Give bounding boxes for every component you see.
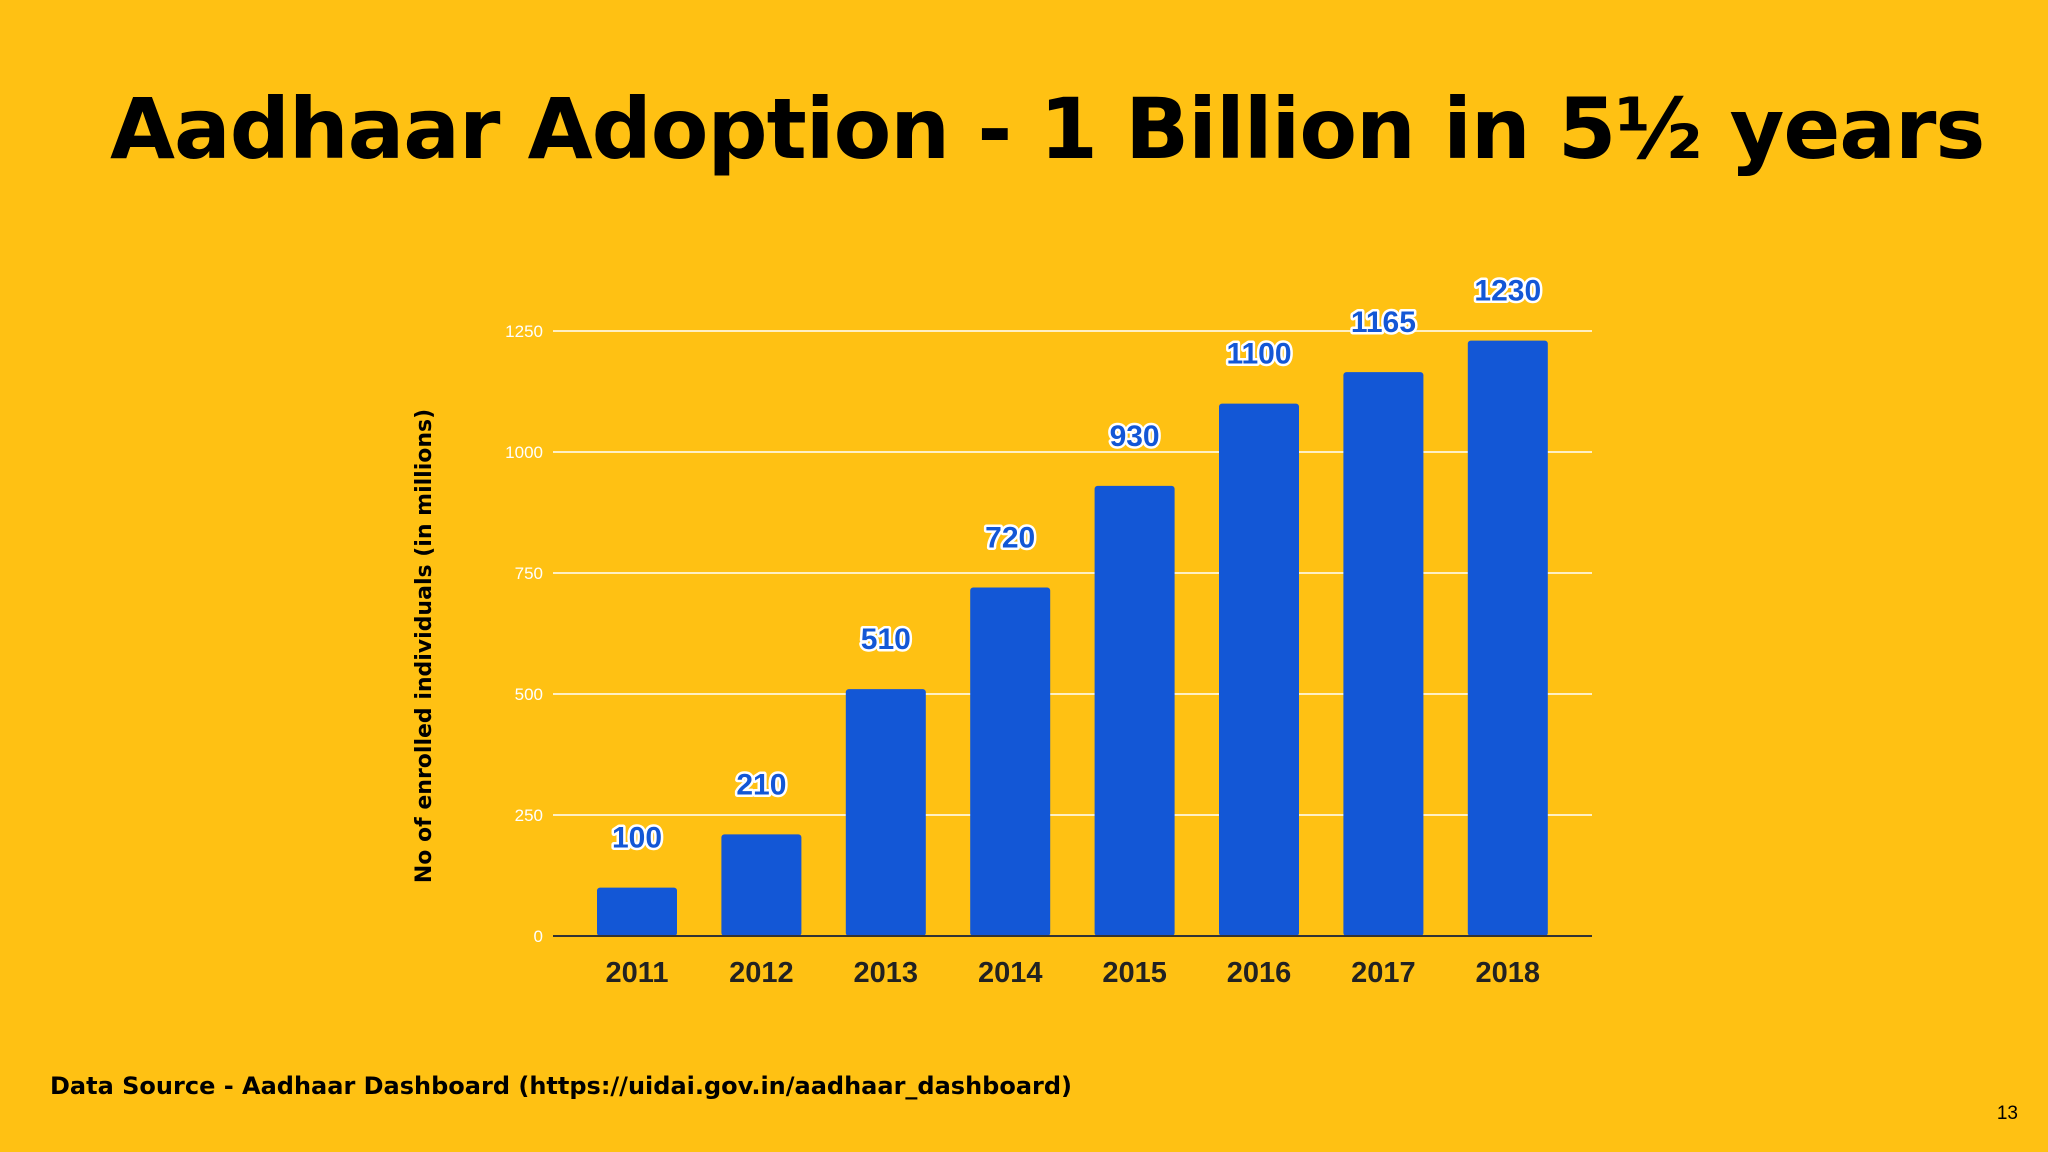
data-label-2018: 1230 — [1474, 275, 1541, 308]
bar-2013 — [845, 689, 926, 936]
bar-2014 — [970, 587, 1051, 936]
bar-2012 — [721, 834, 802, 936]
x-axis-categories: 2011 2012 2013 2014 2015 2016 2017 2018 — [606, 957, 1541, 989]
data-label-2011: 100 — [612, 822, 662, 855]
bar-2017 — [1343, 372, 1424, 936]
y-tick-label: 0 — [534, 927, 543, 946]
x-category-label-2016: 2016 — [1227, 957, 1292, 989]
x-category-label-2013: 2013 — [854, 957, 919, 989]
page-number: 13 — [1996, 1103, 2018, 1124]
data-label-2013: 510 — [861, 623, 911, 656]
data-label-2015: 930 — [1110, 420, 1160, 453]
bar-2018 — [1467, 340, 1548, 936]
y-tick-label: 750 — [515, 564, 543, 583]
bar-2011 — [597, 887, 677, 936]
bar-2016 — [1219, 403, 1299, 937]
bars — [597, 340, 1548, 937]
x-category-label-2017: 2017 — [1351, 957, 1416, 989]
x-category-label-2014: 2014 — [978, 957, 1043, 989]
data-source-note: Data Source - Aadhaar Dashboard (https:/… — [50, 1072, 1073, 1100]
y-tick-label: 500 — [515, 685, 543, 704]
gridlines — [553, 330, 1592, 816]
x-category-label-2015: 2015 — [1102, 957, 1167, 989]
x-category-label-2012: 2012 — [729, 957, 794, 989]
y-axis-ticks: 0 250 500 750 1000 1250 — [505, 322, 543, 946]
data-labels: 100 210 510 720 930 1100 1165 1230 — [609, 272, 1543, 857]
data-label-2017: 1165 — [1351, 306, 1416, 339]
x-category-label-2018: 2018 — [1476, 957, 1541, 989]
y-axis-label: No of enrolled individuals (in millions) — [412, 409, 437, 883]
y-tick-label: 1000 — [505, 443, 543, 462]
y-tick-label: 1250 — [505, 322, 543, 341]
y-tick-label: 250 — [515, 806, 543, 825]
data-label-2016: 1100 — [1226, 338, 1291, 371]
x-category-label-2011: 2011 — [606, 957, 669, 989]
bar-2015 — [1094, 485, 1175, 936]
slide-title: Aadhaar Adoption - 1 Billion in 5½ years — [110, 80, 1985, 178]
data-label-2014: 720 — [985, 522, 1035, 555]
data-label-2012: 210 — [736, 768, 786, 801]
